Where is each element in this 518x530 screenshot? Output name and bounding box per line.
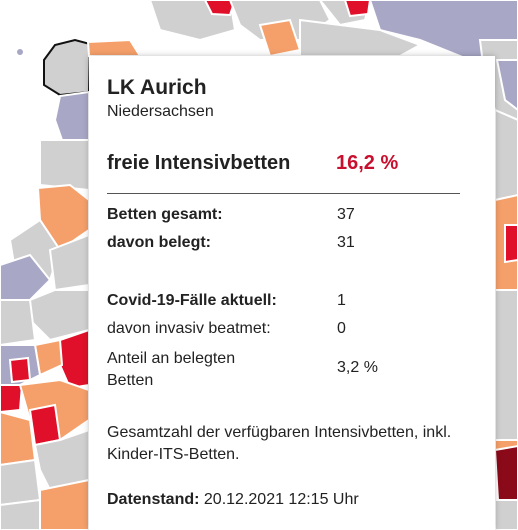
covid-invasive-label: davon invasiv beatmet: — [107, 320, 271, 337]
map-region[interactable] — [8, 356, 32, 384]
map-region[interactable] — [0, 458, 42, 507]
covid-current-label: Covid-19-Fälle aktuell: — [107, 292, 277, 309]
map-region[interactable] — [494, 108, 518, 201]
state-name: Niedersachsen — [107, 103, 214, 120]
beds-occupied-value: 31 — [337, 234, 355, 251]
free-icu-label: freie Intensivbetten — [107, 152, 291, 174]
map-region[interactable] — [39, 139, 90, 192]
beds-occupied-label: davon belegt: — [107, 234, 212, 251]
map-island[interactable] — [17, 49, 23, 55]
map-region[interactable] — [28, 403, 62, 447]
map-region[interactable] — [86, 38, 142, 57]
district-info-card: LK Aurich Niedersachsen freie Intensivbe… — [89, 56, 495, 530]
data-timestamp: Datenstand: 20.12.2021 12:15 Uhr — [107, 491, 359, 509]
map-region[interactable] — [39, 478, 90, 530]
map-region[interactable] — [0, 253, 52, 301]
map-region[interactable] — [0, 498, 41, 530]
map-region[interactable] — [203, 0, 237, 17]
map-region[interactable] — [495, 59, 518, 112]
map-region[interactable] — [299, 18, 423, 57]
map-region[interactable] — [0, 299, 37, 347]
covid-invasive-value: 0 — [337, 320, 346, 337]
map-region[interactable] — [343, 0, 372, 18]
data-timestamp-value: 20.12.2021 12:15 Uhr — [203, 491, 359, 508]
footnote: Gesamtzahl der verfügbaren Intensivbette… — [107, 424, 452, 463]
beds-total-value: 37 — [337, 206, 355, 223]
map-region[interactable] — [0, 384, 24, 414]
covid-share-label: Anteil an belegten Betten — [107, 350, 236, 389]
map-region[interactable] — [504, 224, 518, 264]
covid-share-value: 3,2 % — [337, 359, 378, 376]
free-icu-value: 16,2 % — [336, 152, 399, 174]
beds-total-label: Betten gesamt: — [107, 206, 223, 223]
map-region[interactable] — [493, 444, 518, 501]
district-name: LK Aurich — [107, 76, 207, 99]
map-region[interactable] — [494, 499, 518, 530]
map-region[interactable] — [53, 90, 90, 141]
map-region[interactable] — [494, 289, 518, 441]
covid-current-value: 1 — [337, 292, 346, 309]
divider — [107, 193, 460, 194]
map-region[interactable] — [0, 410, 37, 467]
data-timestamp-label: Datenstand: — [107, 491, 200, 508]
